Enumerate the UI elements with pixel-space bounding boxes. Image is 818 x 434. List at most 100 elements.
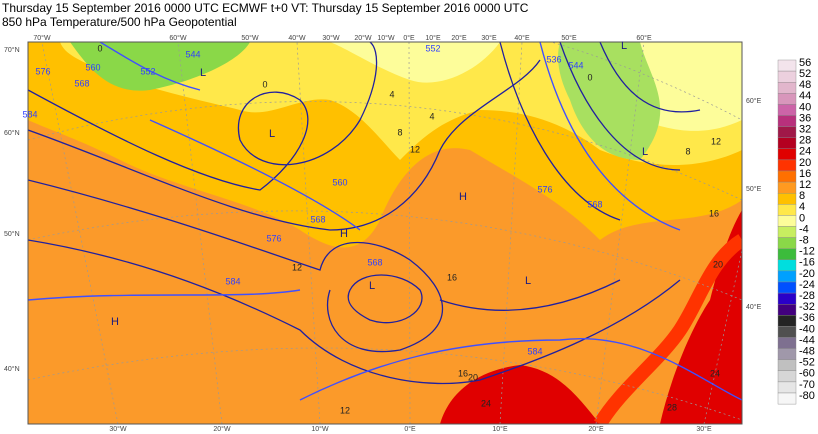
geopotential-label: 536 bbox=[546, 54, 561, 64]
temperature-label: 8 bbox=[685, 146, 690, 156]
colorbar-swatch bbox=[777, 215, 797, 227]
temperature-label: 0 bbox=[587, 72, 592, 82]
longitude-label: 60°W bbox=[169, 34, 187, 42]
header-subtitle: 850 hPa Temperature/500 hPa Geopotential bbox=[2, 15, 237, 29]
colorbar-label: -48 bbox=[799, 346, 815, 358]
longitude-label: 20°E bbox=[451, 34, 467, 42]
colorbar-label: -4 bbox=[799, 223, 809, 235]
longitude-label: 20°W bbox=[213, 425, 231, 433]
map-field bbox=[28, 42, 742, 424]
header-line: Thursday 15 September 2016 0000 UTC ECMW… bbox=[2, 1, 529, 15]
colorbar-label: 40 bbox=[799, 101, 811, 113]
colorbar-label: 24 bbox=[799, 146, 811, 158]
colorbar-swatch bbox=[777, 226, 797, 238]
geopotential-label: 568 bbox=[587, 199, 602, 209]
temperature-label: 4 bbox=[429, 111, 434, 121]
longitude-label: 70°W bbox=[33, 34, 51, 42]
colorbar-swatch bbox=[777, 304, 797, 316]
colorbar-swatch bbox=[777, 192, 797, 205]
latitude-label: 60°E bbox=[746, 97, 762, 105]
temperature-label: 0 bbox=[97, 43, 102, 53]
pressure-center: L bbox=[269, 128, 275, 140]
latitude-label: 40°E bbox=[746, 303, 762, 311]
longitude-label: 30°E bbox=[696, 425, 712, 433]
colorbar-swatch bbox=[777, 81, 797, 94]
geopotential-label: 552 bbox=[425, 43, 440, 53]
colorbar-swatch bbox=[777, 392, 797, 405]
longitude-label: 60°E bbox=[636, 34, 652, 42]
colorbar-swatch bbox=[777, 326, 797, 338]
colorbar-label: -12 bbox=[799, 246, 815, 258]
latitude-label: 40°N bbox=[4, 365, 20, 373]
colorbar-swatch bbox=[777, 315, 797, 327]
colorbar-swatch bbox=[777, 270, 797, 283]
colorbar-swatch bbox=[777, 248, 797, 260]
colorbar-swatch bbox=[777, 359, 797, 372]
colorbar-label: -52 bbox=[799, 357, 815, 369]
latitude-label: 50°N bbox=[4, 230, 20, 238]
colorbar-swatch bbox=[777, 59, 797, 72]
longitude-label: 10°E bbox=[425, 34, 441, 42]
colorbar-label: -28 bbox=[799, 290, 815, 302]
colorbar-label: 32 bbox=[799, 124, 811, 136]
longitude-label: 0°E bbox=[404, 425, 416, 433]
pressure-center: L bbox=[642, 146, 648, 158]
longitude-label: 0°E bbox=[403, 34, 415, 42]
field-green bbox=[70, 42, 250, 91]
temperature-label: 24 bbox=[710, 368, 720, 378]
longitude-label: 40°W bbox=[288, 34, 306, 42]
longitude-label: 20°W bbox=[354, 34, 372, 42]
latitude-label: 60°N bbox=[4, 129, 20, 137]
colorbar-swatch bbox=[777, 148, 797, 161]
colorbar-label: -32 bbox=[799, 301, 815, 313]
temperature-label: 16 bbox=[447, 272, 457, 282]
geopotential-label: 584 bbox=[22, 109, 37, 119]
longitude-label: 50°E bbox=[561, 34, 577, 42]
pressure-center: L bbox=[369, 280, 375, 292]
longitude-label: 10°W bbox=[377, 34, 395, 42]
geopotential-label: 576 bbox=[35, 66, 50, 76]
pressure-center: H bbox=[111, 316, 119, 328]
colorbar-swatch bbox=[777, 381, 797, 394]
colorbar-label: 8 bbox=[799, 190, 805, 202]
temperature-label: 28 bbox=[667, 402, 677, 412]
longitude-label: 30°W bbox=[322, 34, 340, 42]
pressure-center: H bbox=[459, 191, 467, 203]
temperature-label: 16 bbox=[709, 208, 719, 218]
colorbar-swatch bbox=[777, 348, 797, 360]
longitude-label: 10°E bbox=[492, 425, 508, 433]
longitude-label: 30°E bbox=[481, 34, 497, 42]
colorbar-swatch bbox=[777, 126, 797, 138]
colorbar-swatch bbox=[777, 115, 797, 127]
colorbar-swatch bbox=[777, 237, 797, 249]
colorbar-label: -40 bbox=[799, 323, 815, 335]
temperature-label: 4 bbox=[389, 89, 394, 99]
colorbar-swatch bbox=[777, 93, 797, 105]
colorbar-swatch bbox=[777, 204, 797, 216]
pressure-center: L bbox=[200, 67, 206, 79]
colorbar-label: 44 bbox=[799, 90, 811, 102]
colorbar-swatch bbox=[777, 181, 797, 194]
pressure-center: L bbox=[525, 275, 531, 287]
geopotential-label: 584 bbox=[225, 276, 240, 286]
temperature-label: 0 bbox=[262, 79, 267, 89]
colorbar-label: -80 bbox=[799, 390, 815, 402]
colorbar-swatch bbox=[777, 259, 797, 272]
colorbar-label: -20 bbox=[799, 268, 815, 280]
colorbar-label: 56 bbox=[799, 57, 811, 69]
geopotential-label: 576 bbox=[266, 233, 281, 243]
colorbar-label: -36 bbox=[799, 312, 815, 324]
longitude-label: 30°W bbox=[109, 425, 127, 433]
colorbar-swatch bbox=[777, 170, 797, 183]
colorbar-label: 36 bbox=[799, 112, 811, 124]
latitude-label: 50°E bbox=[746, 185, 762, 193]
colorbar-swatch bbox=[777, 159, 797, 172]
longitude-label: 40°E bbox=[514, 34, 530, 42]
geopotential-label: 568 bbox=[74, 78, 89, 88]
colorbar-swatch bbox=[777, 104, 797, 116]
colorbar-label: -44 bbox=[799, 334, 815, 346]
colorbar-swatch bbox=[777, 370, 797, 383]
field-green bbox=[558, 42, 661, 160]
